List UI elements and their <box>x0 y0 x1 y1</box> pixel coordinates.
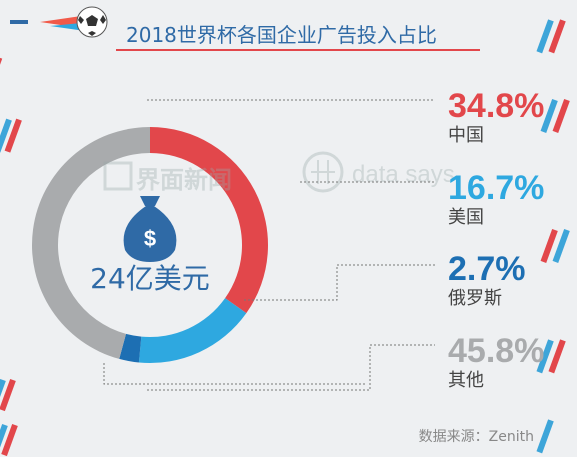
slice-other <box>31 127 150 359</box>
soccer-ball-icon <box>76 6 108 38</box>
category-label-china: 中国 <box>448 125 484 146</box>
value-label-china: 34.8% <box>448 87 544 125</box>
watermark-datasays-icon <box>302 151 344 193</box>
donut-chart <box>31 127 268 363</box>
watermark-brand-cn: 界面新闻 <box>136 166 232 194</box>
category-label-russia: 俄罗斯 <box>448 288 502 309</box>
slice-china <box>150 127 268 314</box>
center-total-label: 24亿美元 <box>90 262 210 295</box>
decor-stripes <box>0 19 570 457</box>
chart-title: 2018世界杯各国企业广告投入占比 <box>126 23 437 47</box>
money-bag-icon: $ <box>123 196 177 262</box>
leader-lines <box>103 99 435 391</box>
category-label-other: 其他 <box>448 370 484 391</box>
watermark-brand-en: data says <box>352 161 455 188</box>
value-label-russia: 2.7% <box>448 250 526 288</box>
value-label-other: 45.8% <box>448 332 544 370</box>
watermark-logo-icon <box>103 161 133 191</box>
source-note: 数据来源：Zenith <box>419 429 534 445</box>
slice-usa <box>138 298 247 363</box>
header-decoration <box>10 6 108 38</box>
watermark: 界面新闻 data says <box>103 151 455 194</box>
category-label-usa: 美国 <box>448 207 484 228</box>
value-label-usa: 16.7% <box>448 169 544 207</box>
slice-russia <box>119 333 142 363</box>
legend-labels: 34.8%中国 16.7%美国 2.7%俄罗斯 45.8%其他 <box>448 87 544 391</box>
svg-text:$: $ <box>144 226 156 251</box>
